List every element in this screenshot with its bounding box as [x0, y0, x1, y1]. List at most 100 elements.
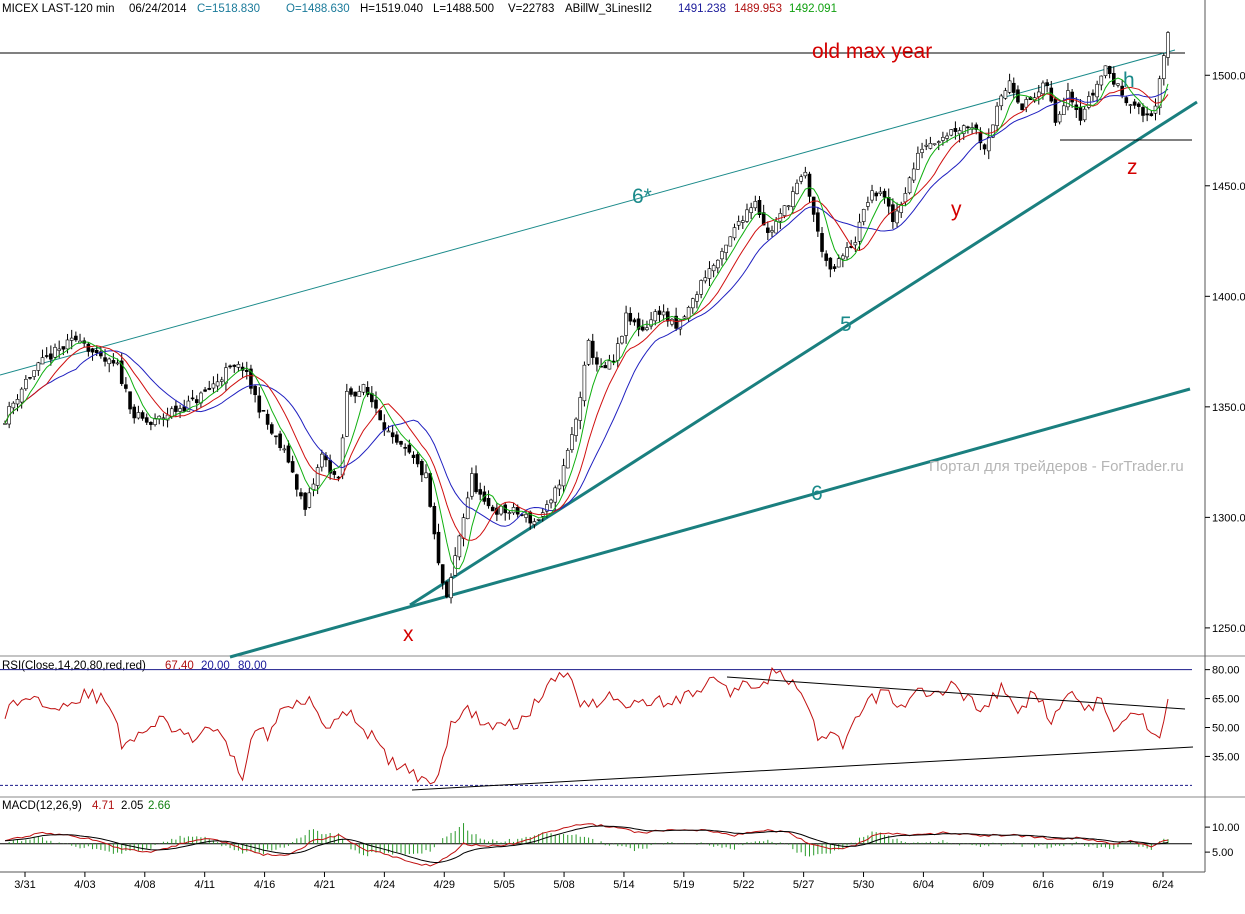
candle-body [1020, 103, 1024, 111]
date-tick-label: 6/04 [913, 879, 934, 891]
candle-body [795, 182, 799, 194]
header-high: H=1519.040 [360, 3, 423, 15]
candle-body [124, 384, 128, 389]
annotation-x: x [403, 623, 414, 646]
candle-body [749, 207, 753, 213]
header-close: C=1518.830 [197, 3, 260, 15]
candle-body [44, 355, 49, 357]
candle-body [665, 311, 670, 322]
candle-body [244, 369, 249, 372]
candle-body [716, 259, 720, 269]
header-open: O=1488.630 [286, 3, 350, 15]
date-tick-label: 5/08 [553, 879, 574, 891]
annotation-wave-6-star: 6* [632, 185, 652, 208]
candle-body [236, 364, 241, 368]
candle-body [332, 471, 337, 475]
candle-body [253, 385, 257, 396]
date-tick-label: 3/31 [14, 879, 35, 891]
candle-body [395, 434, 399, 443]
candle-body [499, 505, 503, 515]
candle-body [432, 506, 437, 535]
candle-body [820, 233, 824, 252]
candle-body [824, 253, 828, 261]
date-tick-label: 6/24 [1152, 879, 1173, 891]
macd-tick-label: 5.00 [1212, 847, 1233, 859]
candle-body [486, 497, 491, 507]
candle-body [624, 312, 628, 336]
candle-body [878, 191, 883, 195]
candle-body [561, 465, 566, 487]
candle-body [920, 148, 924, 153]
candle-body [595, 357, 599, 365]
rsi-value-3: 80.00 [238, 660, 267, 672]
candle-body [674, 315, 678, 329]
candle-body [828, 257, 833, 270]
candle-body [228, 365, 232, 368]
trendline-6 [229, 387, 1191, 659]
candle-body [303, 492, 307, 510]
candle-body [1082, 108, 1087, 121]
candle-body [1112, 73, 1116, 85]
candle-body [986, 136, 991, 152]
trendline-5 [409, 100, 1198, 607]
watermark: Портал для трейдеров - ForTrader.ru [929, 458, 1184, 475]
candle-body [474, 473, 478, 493]
candle-body [490, 506, 495, 512]
candle-body [1145, 113, 1149, 116]
candle-body [203, 389, 207, 392]
candle-body [770, 230, 774, 233]
candle-body [1149, 113, 1154, 116]
ma-red-line [4, 86, 1169, 541]
candle-body [632, 319, 637, 323]
candle-body [211, 383, 216, 389]
annotation-h: h [1123, 69, 1135, 92]
candle-body [911, 168, 916, 181]
annotation-z: z [1127, 156, 1138, 179]
date-tick-label: 4/29 [434, 879, 455, 891]
candle-body [545, 504, 549, 512]
candle-body [119, 360, 124, 384]
candle-body [269, 424, 274, 434]
candle-body [86, 343, 91, 352]
rsi-support-trendline [411, 746, 1194, 791]
candle-body [699, 280, 703, 295]
candle-body [424, 472, 428, 478]
candle-body [791, 191, 795, 208]
candle-body [645, 327, 649, 331]
macd-label: MACD(12,26,9) [2, 800, 82, 812]
annotation-y: y [951, 198, 962, 221]
candle-body [741, 220, 745, 223]
candle-body [882, 190, 887, 198]
price-tick-label: 1300.0 [1212, 512, 1245, 524]
candle-body [803, 171, 808, 177]
candle-body [186, 400, 191, 412]
candle-body [874, 192, 879, 197]
candle-body [1003, 90, 1008, 99]
candle-body [720, 251, 724, 260]
candle-body [941, 137, 945, 141]
candle-body [340, 437, 345, 476]
candle-body [19, 388, 24, 403]
rsi-tick-label: 80.00 [1212, 665, 1240, 677]
candle-body [774, 221, 778, 234]
candle-body [636, 318, 641, 330]
candle-body [807, 173, 812, 197]
candle-body [724, 244, 728, 253]
candle-body [678, 319, 683, 330]
candle-body [1041, 82, 1045, 95]
candle-body [390, 432, 395, 438]
candle-body [194, 399, 199, 404]
candle-body [407, 444, 412, 453]
candle-body [736, 221, 741, 226]
candle-body [249, 368, 253, 389]
rsi-label: RSI(Close,14,20,80,red,red) [2, 660, 146, 672]
macd-value-1: 4.71 [92, 800, 114, 812]
candle-body [1099, 75, 1104, 86]
rsi-line [4, 667, 1169, 785]
candle-body [816, 212, 820, 232]
header-symbol: MICEX LAST-120 min [2, 3, 114, 15]
candle-body [582, 364, 587, 402]
candle-body [107, 358, 112, 365]
candle-body [1070, 91, 1074, 103]
candle-body [219, 379, 224, 382]
